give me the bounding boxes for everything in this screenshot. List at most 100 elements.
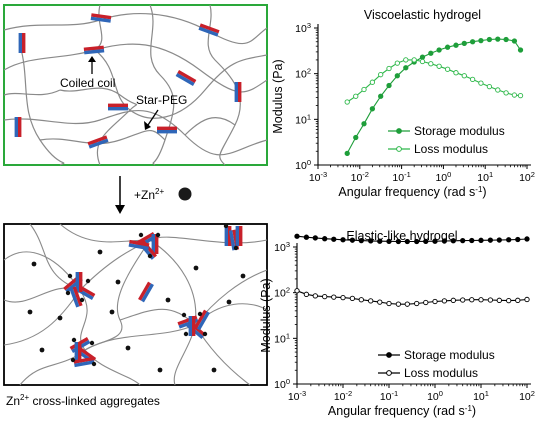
series-line-loss (346, 59, 521, 103)
data-point-loss (503, 90, 509, 96)
data-point-storage (423, 238, 429, 244)
data-point-loss (461, 73, 467, 79)
data-point-storage (432, 238, 438, 244)
x-tick-label: 10-3 (288, 389, 306, 403)
x-tick-label: 10-1 (392, 170, 410, 184)
data-point-loss (358, 297, 364, 303)
x-axis-label: Angular frequency (rad s-1) (338, 185, 486, 199)
x-tick-label: 10-3 (309, 170, 327, 184)
data-point-loss (517, 93, 524, 99)
data-point-loss (368, 298, 374, 304)
data-point-storage (436, 47, 442, 53)
y-tick-label: 100 (274, 377, 290, 391)
data-point-storage (344, 150, 350, 156)
data-point-loss (495, 87, 501, 93)
data-point-storage (377, 238, 383, 244)
aggregate-cluster (69, 337, 97, 368)
y-tick-label: 103 (295, 21, 311, 35)
aggregate-cluster (223, 223, 243, 251)
polymer-chains (3, 4, 268, 166)
zinc-ion-icon (178, 187, 192, 201)
legend-swatch-marker (386, 352, 392, 358)
data-point-loss (294, 288, 300, 294)
data-point-loss (524, 296, 530, 303)
star-peg-pointer (144, 109, 159, 130)
data-point-storage (441, 238, 448, 244)
chart-title: Elastic-like hydrogel (346, 229, 457, 243)
y-tick-label: 103 (274, 240, 290, 254)
legend-label: Storage modulus (414, 124, 505, 138)
data-point-storage (394, 73, 400, 79)
data-point-storage (353, 134, 359, 141)
data-point-loss (453, 70, 459, 76)
data-point-storage (478, 237, 484, 243)
x-tick-label: 10-1 (380, 389, 398, 403)
coiled-coil-label: Coiled coil (60, 76, 115, 90)
data-point-loss (404, 301, 410, 307)
data-point-loss (403, 57, 409, 63)
data-point-loss (395, 301, 402, 307)
data-point-storage (428, 50, 434, 56)
viscoelastic-chart: 10-3 10-2 10-1 100 101 102 100 101 102 103 Viscoel… (271, 8, 535, 199)
data-point-storage (496, 237, 502, 243)
y-axis-label: Modulus (Pa) (271, 59, 285, 133)
data-point-loss (436, 63, 442, 69)
data-point-loss (361, 86, 367, 93)
data-point-storage (322, 236, 328, 242)
data-point-loss (515, 297, 521, 303)
data-point-storage (395, 238, 402, 245)
x-tick-label: 101 (477, 170, 493, 184)
data-point-storage (506, 237, 512, 243)
data-point-loss (414, 300, 420, 307)
data-point-loss (423, 299, 429, 306)
x-tick-label: 101 (473, 389, 489, 403)
data-point-storage (368, 238, 374, 244)
data-point-loss (349, 295, 356, 302)
data-point-loss (506, 297, 512, 304)
x-tick-label: 10-2 (351, 170, 369, 184)
aggregate-cluster (63, 272, 96, 308)
data-point-loss (496, 297, 502, 303)
data-point-loss (469, 76, 476, 83)
data-point-storage (469, 237, 475, 244)
data-point-storage (511, 38, 518, 44)
x-tick-label: 102 (519, 389, 535, 403)
data-point-loss (312, 293, 318, 299)
data-point-loss (344, 99, 350, 105)
aggregate-cluster (177, 309, 210, 340)
series-line-storage (346, 38, 521, 154)
data-point-storage (312, 235, 318, 241)
x-axis-label: Angular frequency (rad s-1) (328, 404, 476, 418)
data-point-loss (460, 297, 466, 303)
data-point-storage (419, 54, 426, 60)
data-point-storage (369, 106, 376, 112)
data-point-storage (450, 238, 456, 244)
x-tick-label: 10-2 (334, 389, 352, 403)
data-point-loss (441, 298, 448, 304)
data-point-storage (453, 42, 459, 48)
y-tick-label: 100 (295, 158, 311, 172)
data-point-storage (358, 237, 364, 244)
data-point-storage (294, 233, 300, 239)
data-point-storage (386, 82, 392, 89)
data-point-storage (303, 234, 310, 240)
data-point-storage (486, 36, 493, 43)
data-point-loss (469, 297, 475, 303)
coiled-coil-pointer (88, 56, 96, 74)
data-point-storage (461, 40, 467, 47)
data-point-storage (469, 39, 476, 45)
data-point-loss (419, 58, 426, 65)
data-point-storage (478, 37, 484, 44)
data-point-storage (524, 236, 530, 242)
chart-title: Viscoelastic hydrogel (364, 8, 481, 22)
data-point-storage (378, 93, 384, 99)
data-point-storage (403, 65, 409, 71)
data-point-loss (511, 92, 518, 98)
data-point-loss (378, 72, 384, 78)
data-point-loss (340, 294, 346, 301)
data-point-storage (515, 236, 521, 243)
legend-swatch-marker (386, 370, 392, 376)
aggregate-cluster (128, 232, 161, 260)
star-peg-label: Star-PEG (136, 93, 187, 107)
